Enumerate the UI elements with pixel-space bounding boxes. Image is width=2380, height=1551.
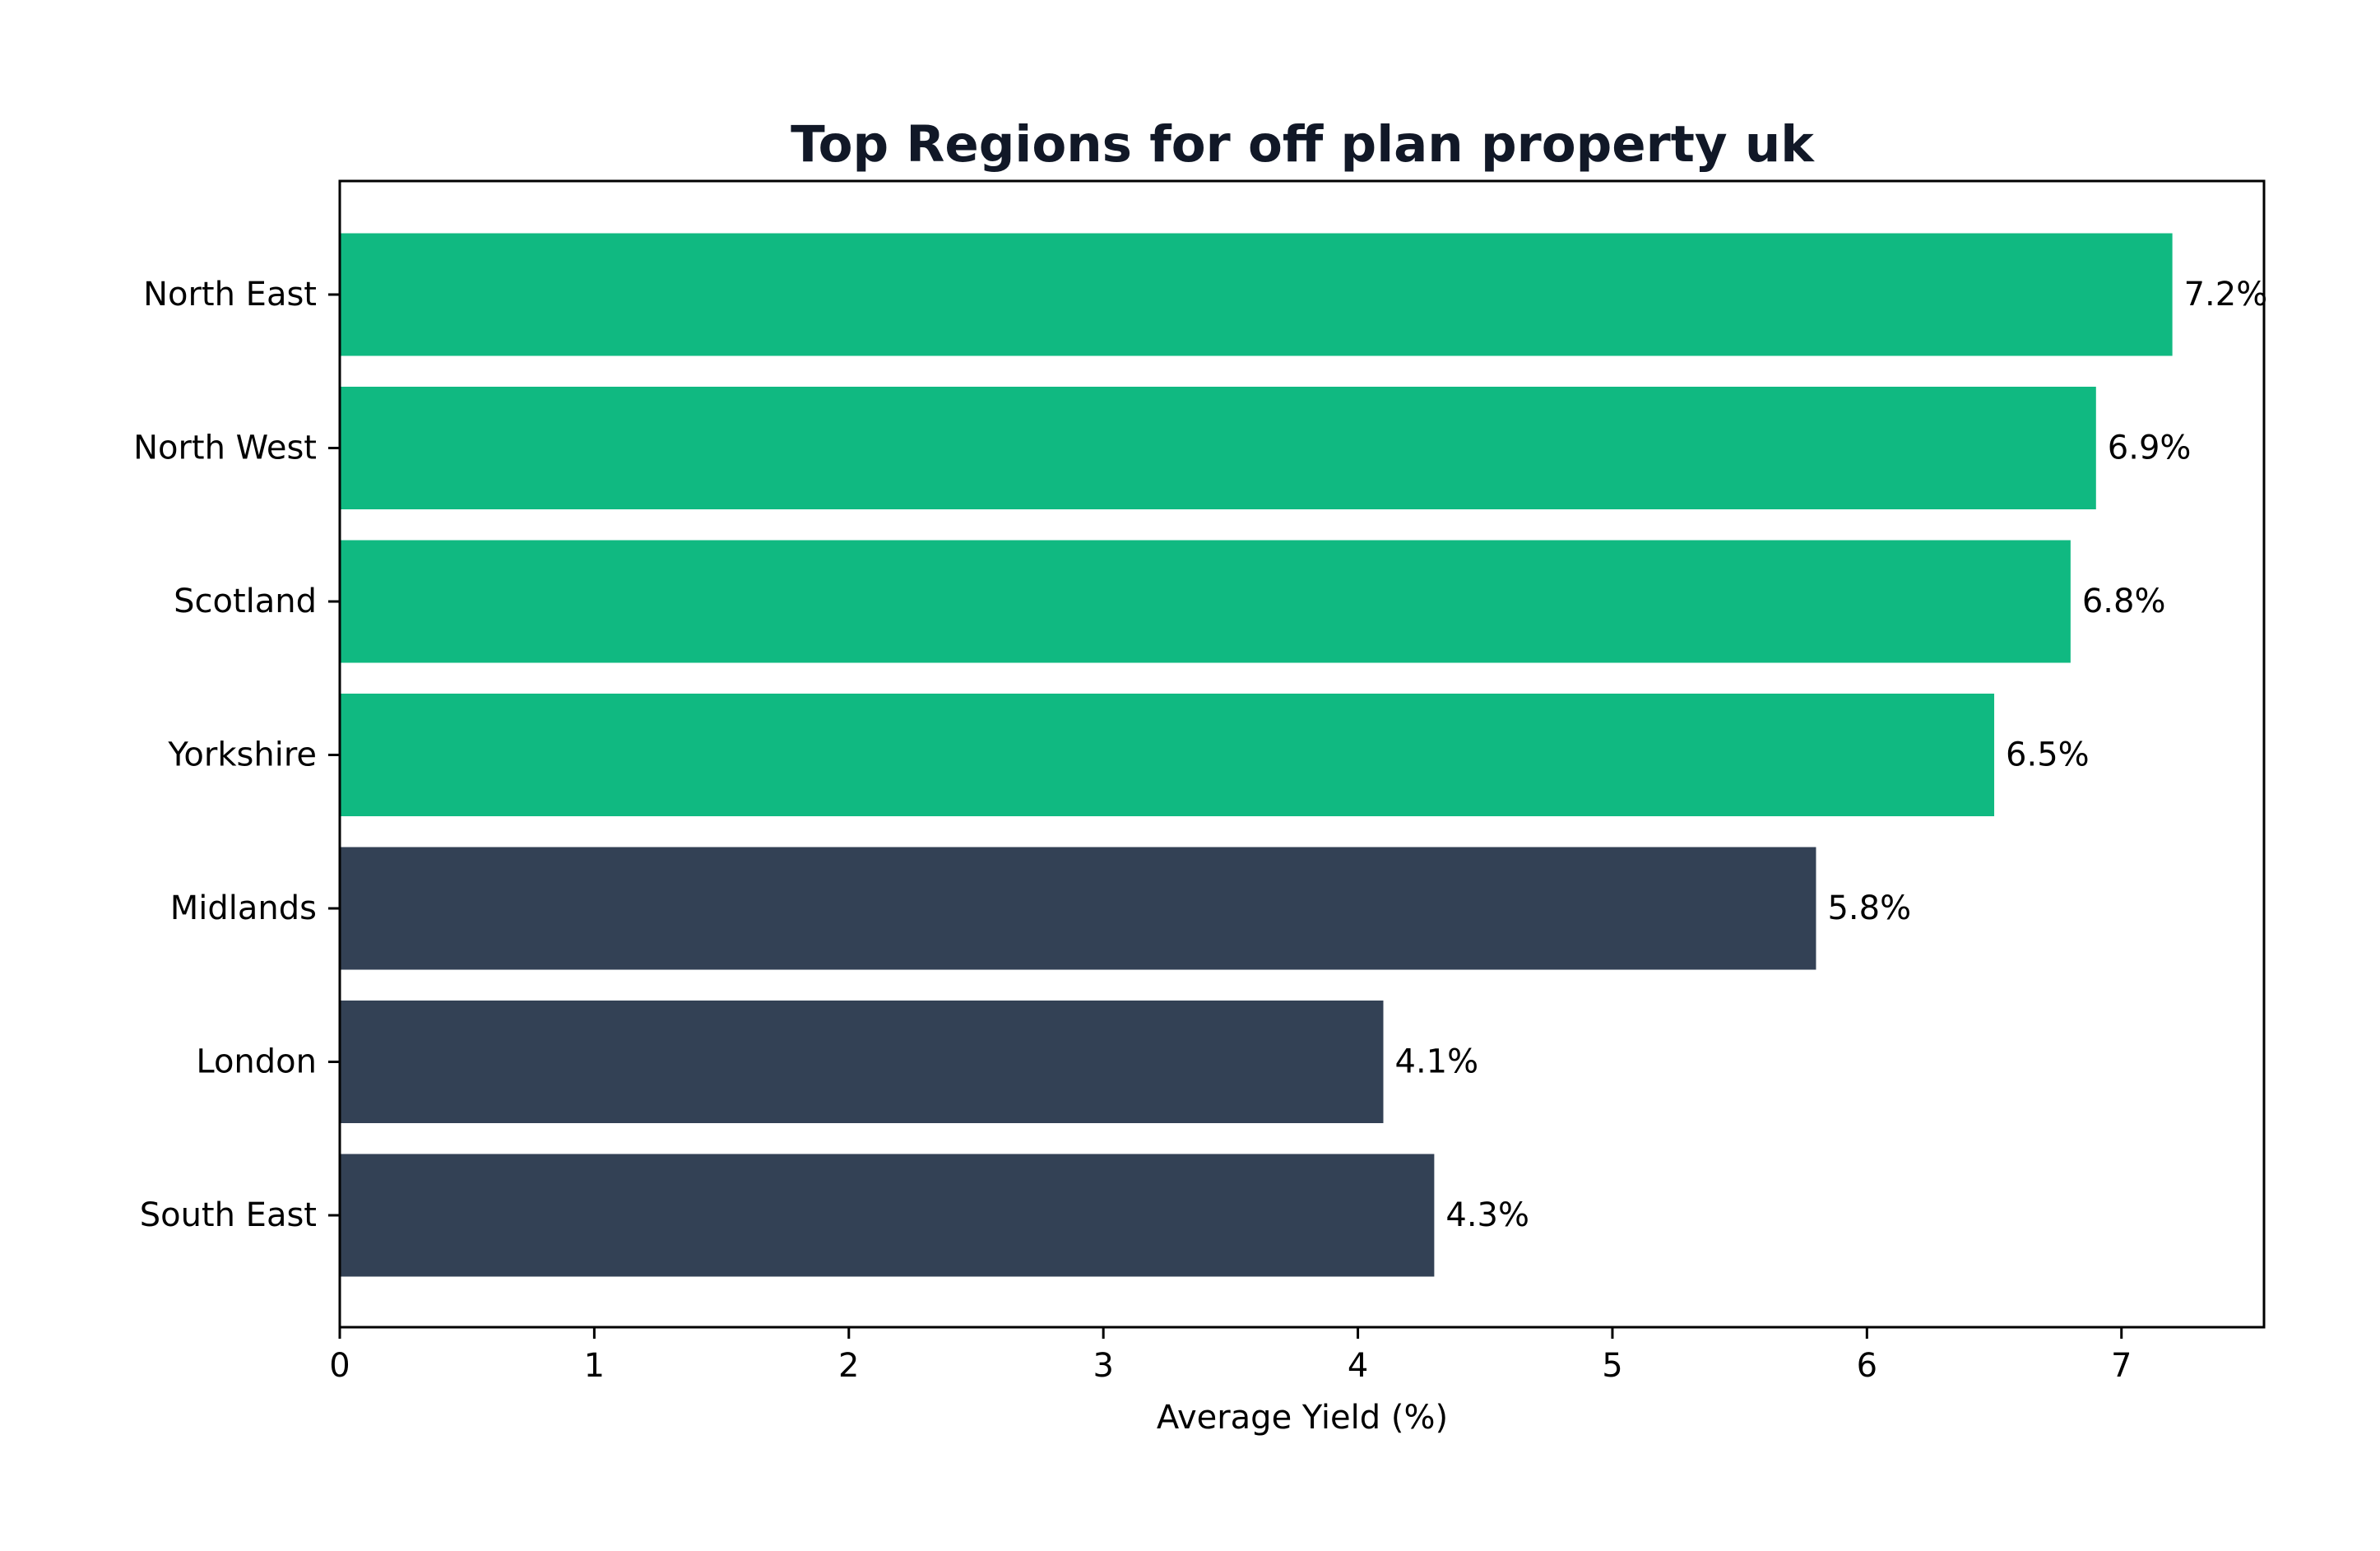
y-tick-label-midlands: Midlands [170,889,317,927]
bar-south-east [340,1154,1435,1277]
y-tick-label-south-east: South East [140,1196,317,1234]
y-axis: North East North West Scotland Yorkshire Mid… [133,276,340,1234]
chart-title: Top Regions for off plan property uk [791,115,1815,174]
bar-london [340,1001,1384,1123]
y-tick-label-scotland: Scotland [174,583,317,620]
bar-yorkshire [340,694,1995,816]
x-tick-label-1: 1 [584,1347,605,1385]
bar-scotland [340,540,2071,663]
x-axis-label: Average Yield (%) [1157,1399,1448,1437]
x-tick-label-5: 5 [1602,1347,1622,1385]
y-tick-label-north-west: North West [133,430,317,467]
value-label-scotland: 6.8% [2082,583,2166,620]
y-tick-label-north-east: North East [143,276,317,313]
bars-layer [340,233,2173,1277]
bar-midlands [340,847,1816,970]
value-label-london: 4.1% [1395,1043,1479,1081]
bar-north-east [340,233,2173,356]
x-tick-label-0: 0 [329,1347,350,1385]
x-tick-label-3: 3 [1093,1347,1113,1385]
bar-north-west [340,387,2096,509]
value-label-south-east: 4.3% [1445,1196,1529,1234]
x-tick-label-4: 4 [1348,1347,1368,1385]
value-label-north-west: 6.9% [2108,430,2192,467]
y-tick-label-london: London [196,1043,317,1081]
plot-frame [338,179,2266,1329]
x-tick-label-7: 7 [2111,1347,2132,1385]
x-tick-label-6: 6 [1857,1347,1877,1385]
x-axis: 0 1 2 3 4 5 6 7 [329,1327,2132,1385]
value-label-north-east: 7.2% [2184,276,2268,313]
x-tick-label-2: 2 [838,1347,859,1385]
value-labels-layer: 7.2% 6.9% 6.8% 6.5% 5.8% 4.1% 4.3% [1395,276,2268,1234]
value-label-yorkshire: 6.5% [2006,736,2090,774]
value-label-midlands: 5.8% [1827,889,1911,927]
y-tick-label-yorkshire: Yorkshire [167,736,317,774]
